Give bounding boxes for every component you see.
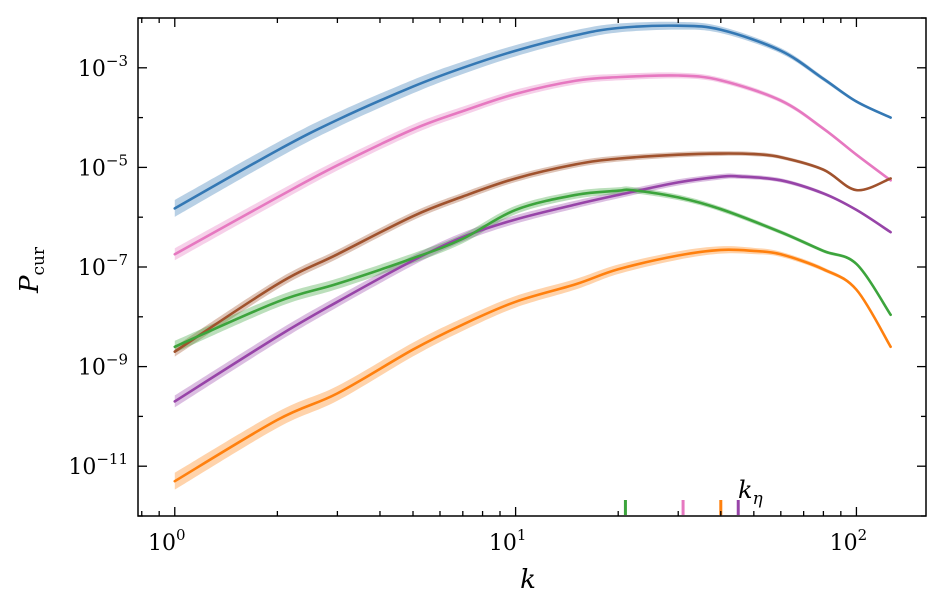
y-tick-label-1: 10−9 bbox=[78, 351, 128, 381]
series-2-line bbox=[173, 152, 892, 353]
series-0-line bbox=[173, 24, 892, 210]
y-axis-label: Pcur bbox=[15, 246, 49, 294]
series-lines bbox=[173, 24, 892, 483]
series-5-line bbox=[173, 248, 892, 483]
series-4-line bbox=[173, 188, 892, 349]
tick-labels: 100 101 102 10−11 10−9 10−7 10−5 10−3 bbox=[68, 52, 867, 556]
x-tick-label-2: 102 bbox=[830, 526, 868, 556]
y-tick-label-3: 10−5 bbox=[78, 151, 128, 181]
x-tick-label-0: 100 bbox=[148, 526, 186, 556]
plot-frame bbox=[137, 17, 927, 517]
series-5-band bbox=[174, 246, 891, 490]
uncertainty-bands bbox=[174, 21, 891, 490]
series-3-line bbox=[173, 174, 892, 403]
y-tick-label-2: 10−7 bbox=[78, 251, 128, 281]
y-tick-label-4: 10−3 bbox=[78, 52, 128, 82]
series-3-band bbox=[174, 173, 891, 408]
k-eta-label: kη bbox=[738, 476, 764, 509]
series-1-line bbox=[173, 74, 892, 256]
axis-ticks bbox=[138, 17, 926, 517]
x-axis-label: k bbox=[520, 565, 536, 595]
x-tick-label-1: 101 bbox=[489, 526, 527, 556]
y-tick-label-0: 10−11 bbox=[68, 450, 128, 480]
